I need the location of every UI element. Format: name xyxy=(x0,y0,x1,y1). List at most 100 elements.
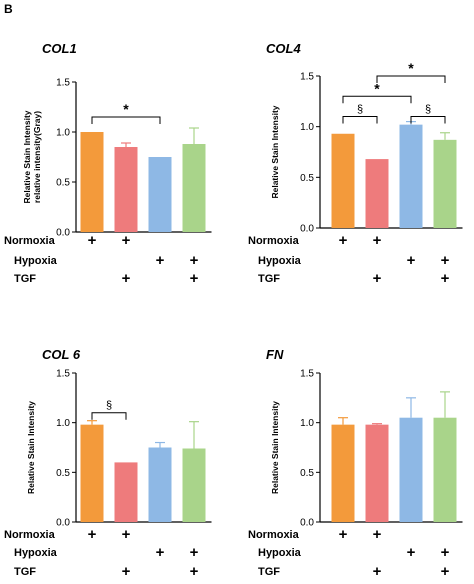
condition-plus: + xyxy=(122,270,131,287)
y-axis-label-line: relative intensity(Gray) xyxy=(32,111,42,203)
condition-plus: + xyxy=(339,232,348,249)
significance-label: * xyxy=(374,80,380,96)
significance-label: * xyxy=(123,101,129,117)
panel-letter: B xyxy=(4,2,13,16)
y-tick-label: 1.5 xyxy=(300,369,314,380)
bar-1 xyxy=(331,133,355,228)
chart-title: FN xyxy=(266,347,284,362)
chart-panel-2: COL4 Relative Stain Intensity 0.0 0.5 1.0 1.5… xyxy=(248,41,463,287)
condition-label: Hypoxia xyxy=(258,547,302,559)
condition-plus: + xyxy=(190,270,199,287)
condition-plus: + xyxy=(122,232,131,249)
chart-panel-4: FN Relative Stain Intensity 0.0 0.5 1.0 1.5 No… xyxy=(248,347,463,580)
y-axis-label-line: Relative Stain Intensity xyxy=(26,401,36,494)
y-tick-label: 1.5 xyxy=(300,72,314,83)
bar-1 xyxy=(331,424,355,522)
y-tick-label: 0.5 xyxy=(300,468,314,479)
y-axis-label-line: Relative Stain Intensity xyxy=(270,105,280,198)
bar-3 xyxy=(148,157,172,232)
condition-plus: + xyxy=(441,544,450,561)
y-axis-label-line: Relative Stain Intensity xyxy=(22,110,32,203)
y-tick-label: 0.5 xyxy=(56,468,70,479)
bar-2 xyxy=(365,159,389,228)
condition-plus: + xyxy=(441,252,450,269)
condition-plus: + xyxy=(441,270,450,287)
bar-4 xyxy=(433,139,457,228)
condition-label: Normoxia xyxy=(248,235,300,247)
chart-title: COL1 xyxy=(42,41,77,56)
bar-2 xyxy=(114,462,138,522)
condition-plus: + xyxy=(122,563,131,579)
significance-label: § xyxy=(357,104,363,116)
y-axis-label: Relative Stain Intensity xyxy=(270,105,280,198)
significance-label: § xyxy=(106,400,112,412)
significance-label: § xyxy=(425,104,431,116)
y-tick-label: 1.0 xyxy=(56,418,70,429)
chart-panel-3: COL 6 Relative Stain Intensity 0.0 0.5 1.0 1.… xyxy=(4,347,212,580)
y-tick-label: 0.0 xyxy=(56,518,70,529)
bar-4 xyxy=(182,448,206,522)
condition-label: TGF xyxy=(14,273,36,285)
significance-bracket xyxy=(342,95,412,104)
bar-3 xyxy=(148,447,172,522)
condition-plus: + xyxy=(441,563,450,579)
bar-4 xyxy=(182,144,206,232)
condition-plus: + xyxy=(88,232,97,249)
condition-plus: + xyxy=(190,563,199,579)
y-tick-label: 1.0 xyxy=(300,122,314,133)
condition-label: Hypoxia xyxy=(14,255,58,267)
condition-plus: + xyxy=(373,563,382,579)
condition-label: TGF xyxy=(258,273,280,285)
condition-plus: + xyxy=(156,544,165,561)
condition-plus: + xyxy=(339,526,348,543)
condition-plus: + xyxy=(190,544,199,561)
condition-plus: + xyxy=(122,526,131,543)
y-tick-label: 0.0 xyxy=(56,228,70,239)
bar-2 xyxy=(365,424,389,522)
condition-label: Normoxia xyxy=(248,529,300,541)
bar-3 xyxy=(399,124,423,228)
y-axis-label: Relative Stain Intensity xyxy=(270,401,280,494)
bar-1 xyxy=(80,424,104,522)
condition-label: Hypoxia xyxy=(258,255,302,267)
condition-plus: + xyxy=(373,270,382,287)
condition-plus: + xyxy=(373,232,382,249)
condition-plus: + xyxy=(88,526,97,543)
chart-panel-1: COL1 Relative Stain Intensityrelative int… xyxy=(4,41,212,287)
y-tick-label: 0.5 xyxy=(300,173,314,184)
y-tick-label: 0.0 xyxy=(300,224,314,235)
condition-plus: + xyxy=(373,526,382,543)
y-axis-label: Relative Stain Intensity xyxy=(26,401,36,494)
significance-bracket xyxy=(410,116,446,124)
bar-3 xyxy=(399,417,423,522)
y-tick-label: 0.0 xyxy=(300,518,314,529)
significance-label: * xyxy=(408,60,414,76)
condition-plus: + xyxy=(156,252,165,269)
y-tick-label: 0.5 xyxy=(56,178,70,189)
chart-title: COL4 xyxy=(266,41,301,56)
bar-1 xyxy=(80,132,104,232)
significance-bracket xyxy=(376,75,446,83)
y-tick-label: 1.0 xyxy=(300,418,314,429)
condition-label: TGF xyxy=(258,566,280,578)
condition-label: Hypoxia xyxy=(14,547,58,559)
condition-label: TGF xyxy=(14,566,36,578)
condition-plus: + xyxy=(190,252,199,269)
condition-label: Normoxia xyxy=(4,529,56,541)
y-axis-label-line: Relative Stain Intensity xyxy=(270,401,280,494)
y-axis-label: Relative Stain Intensityrelative intensi… xyxy=(22,110,42,203)
condition-plus: + xyxy=(407,252,416,269)
condition-label: Normoxia xyxy=(4,235,56,247)
significance-bracket xyxy=(342,116,378,124)
significance-bracket xyxy=(91,412,127,420)
bar-2 xyxy=(114,147,138,232)
bar-4 xyxy=(433,417,457,522)
condition-plus: + xyxy=(407,544,416,561)
y-tick-label: 1.5 xyxy=(56,78,70,89)
chart-title: COL 6 xyxy=(42,347,81,362)
significance-bracket xyxy=(91,116,161,124)
y-tick-label: 1.0 xyxy=(56,128,70,139)
y-tick-label: 1.5 xyxy=(56,369,70,380)
